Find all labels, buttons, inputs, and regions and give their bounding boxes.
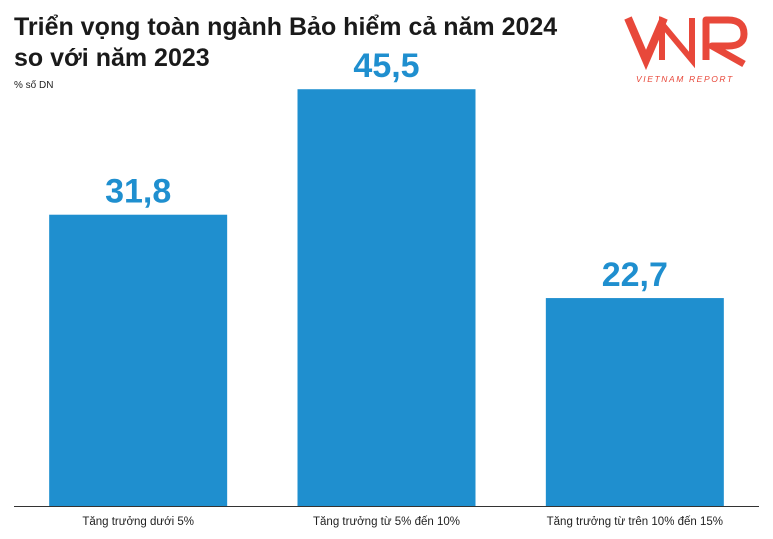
y-axis-unit-label: % số DN bbox=[14, 80, 54, 91]
bar-value-label-3: 22,7 bbox=[602, 256, 668, 294]
bar-1 bbox=[49, 214, 228, 506]
bar-3 bbox=[545, 298, 724, 506]
vietnam-report-subtitle: VIETNAM REPORT bbox=[636, 74, 734, 84]
chart-title-line-2: so với năm 2023 bbox=[14, 44, 210, 72]
chart-title-line-1: Triển vọng toàn ngành Bảo hiểm cả năm 20… bbox=[14, 13, 558, 41]
category-label-1: Tăng trưởng dưới 5% bbox=[82, 516, 194, 528]
vnr-logo-mark bbox=[624, 15, 748, 71]
vietnam-report-logo: VIETNAM REPORT bbox=[620, 10, 760, 88]
bar-value-label-2: 45,5 bbox=[353, 47, 419, 85]
bar-2 bbox=[297, 89, 476, 506]
category-label-3: Tăng trưởng từ trên 10% đến 15% bbox=[547, 516, 723, 528]
chart-title: Triển vọng toàn ngành Bảo hiểm cả năm 20… bbox=[14, 12, 574, 74]
category-label-2: Tăng trưởng từ 5% đến 10% bbox=[313, 516, 460, 528]
bar-value-label-1: 31,8 bbox=[105, 173, 171, 211]
